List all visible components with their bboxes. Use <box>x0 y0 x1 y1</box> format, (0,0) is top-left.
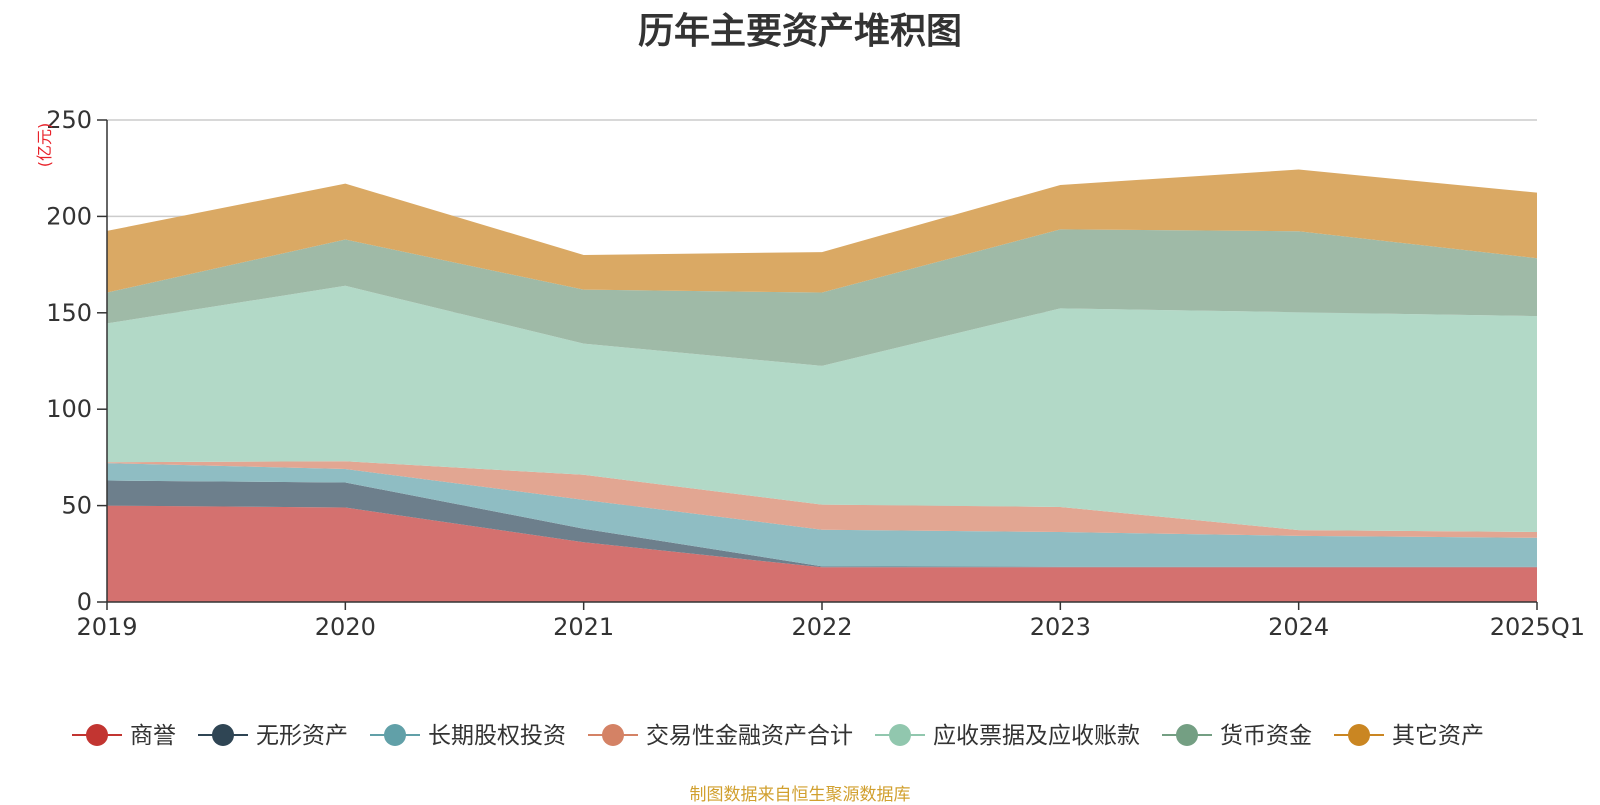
area-series <box>107 505 1537 602</box>
y-tick-label: 250 <box>46 106 92 134</box>
legend-marker <box>1176 724 1198 746</box>
x-tick-label: 2021 <box>553 613 614 641</box>
area-series <box>107 229 1537 366</box>
legend-label: 货币资金 <box>1220 723 1312 749</box>
y-axis-unit-label: (亿元) <box>35 123 54 168</box>
legend-item[interactable]: 交易性金融资产合计 <box>588 723 853 749</box>
y-tick-label: 200 <box>46 202 92 230</box>
area-series <box>107 463 1537 567</box>
area-series <box>107 461 1537 538</box>
legend-marker <box>384 724 406 746</box>
legend: 商誉 无形资产 长期股权投资 交易性金融资产合计 应收票据及应收账款 货币资金 其它资产 <box>72 723 1484 749</box>
legend-label: 应收票据及应收账款 <box>933 723 1140 749</box>
legend-item[interactable]: 货币资金 <box>1162 723 1312 749</box>
legend-marker <box>86 724 108 746</box>
y-tick-label: 150 <box>46 299 92 327</box>
legend-marker <box>1348 724 1370 746</box>
x-tick-label: 2024 <box>1268 613 1329 641</box>
chart-title: 历年主要资产堆积图 <box>637 11 962 52</box>
legend-marker <box>212 724 234 746</box>
legend-label: 长期股权投资 <box>428 723 566 749</box>
legend-item[interactable]: 长期股权投资 <box>370 723 566 749</box>
axes: 0 50 100 150 200 250 2019 2020 2021 2022 2023 2024 2… <box>46 106 1585 641</box>
legend-item[interactable]: 无形资产 <box>198 723 348 749</box>
legend-label: 无形资产 <box>256 723 348 749</box>
x-tick-label: 2023 <box>1030 613 1091 641</box>
legend-label: 交易性金融资产合计 <box>646 723 853 749</box>
legend-marker <box>602 724 624 746</box>
legend-item[interactable]: 应收票据及应收账款 <box>875 723 1140 749</box>
y-tick-label: 50 <box>61 492 92 520</box>
area-series <box>107 169 1537 293</box>
source-note: 制图数据来自恒生聚源数据库 <box>689 785 911 805</box>
y-tick-label: 100 <box>46 395 92 423</box>
x-tick-label: 2025Q1 <box>1490 613 1585 641</box>
legend-item[interactable]: 商誉 <box>72 723 176 749</box>
x-tick-label: 2019 <box>76 613 137 641</box>
x-tick-label: 2022 <box>791 613 852 641</box>
x-tick-label: 2020 <box>315 613 376 641</box>
area-series-layer <box>107 169 1537 602</box>
area-series <box>107 480 1537 568</box>
legend-label: 其它资产 <box>1392 723 1484 749</box>
legend-item[interactable]: 其它资产 <box>1334 723 1484 749</box>
area-series <box>107 285 1537 533</box>
y-tick-label: 0 <box>77 588 92 616</box>
legend-label: 商誉 <box>130 723 176 749</box>
legend-marker <box>889 724 911 746</box>
